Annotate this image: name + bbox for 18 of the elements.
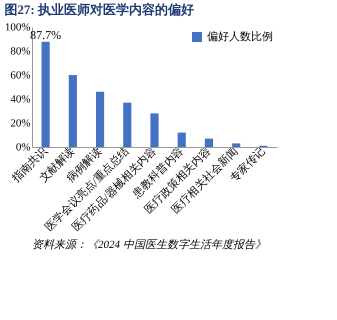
data-label: 87.7%: [30, 28, 62, 42]
y-tick-label: 60%: [10, 70, 30, 82]
y-tick-label: 0%: [16, 142, 30, 154]
bar: [232, 143, 240, 147]
bar: [178, 132, 186, 147]
bar: [150, 113, 159, 147]
y-tick-label: 100%: [4, 22, 30, 34]
bar: [123, 102, 132, 147]
bar: [68, 75, 77, 147]
legend-label: 偏好人数比例: [207, 30, 273, 43]
y-tick-label: 40%: [10, 94, 30, 106]
y-tick-label: 20%: [10, 118, 30, 130]
text: 资料来源：《2024 中国医生数字生活年度报告》: [32, 238, 266, 251]
chart-title: 图27: 执业医师对医学内容的偏好: [4, 2, 194, 17]
bar: [96, 92, 104, 147]
y-tick-label: 80%: [10, 46, 30, 58]
bar: [42, 42, 50, 147]
bar: [204, 138, 214, 147]
